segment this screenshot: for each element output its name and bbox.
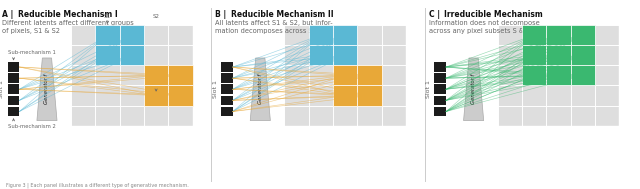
Bar — [221, 62, 233, 72]
Bar — [435, 73, 446, 83]
Bar — [221, 84, 233, 94]
Bar — [333, 25, 357, 45]
Text: Reducible Mechanism II: Reducible Mechanism II — [231, 10, 333, 19]
Bar — [357, 65, 381, 85]
Text: Sub-mechanism 1: Sub-mechanism 1 — [8, 50, 56, 54]
Text: Slot 1: Slot 1 — [0, 80, 4, 98]
Bar — [522, 65, 547, 85]
Bar — [95, 25, 120, 45]
Text: All latents affect S1 & S2, but infor-
mation decomposes across S1 & S2: All latents affect S1 & S2, but infor- m… — [215, 20, 335, 34]
Bar — [571, 65, 595, 85]
Text: C |: C | — [429, 10, 440, 19]
Bar — [8, 62, 19, 72]
Bar — [120, 25, 144, 45]
Text: B |: B | — [215, 10, 227, 19]
Text: Information does not decompose
across any pixel subsets S & S': Information does not decompose across an… — [429, 20, 540, 34]
Bar — [333, 85, 357, 106]
Bar — [308, 45, 333, 65]
Bar — [571, 25, 595, 45]
Bar — [435, 96, 446, 105]
Text: A |: A | — [2, 10, 13, 19]
Bar — [221, 107, 233, 116]
Text: Slot 1: Slot 1 — [426, 80, 431, 98]
Bar — [522, 45, 547, 65]
Bar — [120, 45, 144, 65]
Text: Generator f: Generator f — [44, 74, 49, 104]
Bar — [435, 62, 446, 72]
Polygon shape — [463, 58, 484, 121]
Bar — [333, 45, 357, 65]
Bar — [571, 45, 595, 65]
Bar — [144, 85, 168, 106]
Text: Slot 1: Slot 1 — [212, 80, 218, 98]
Bar — [8, 107, 19, 116]
Polygon shape — [250, 58, 270, 121]
Bar — [8, 73, 19, 83]
Bar — [221, 73, 233, 83]
Text: Generator f: Generator f — [258, 74, 263, 104]
Bar — [547, 25, 571, 45]
Bar — [95, 45, 120, 65]
Polygon shape — [37, 58, 57, 121]
Bar — [8, 84, 19, 94]
Bar — [547, 65, 571, 85]
Bar — [435, 84, 446, 94]
Text: S2: S2 — [152, 14, 159, 19]
Bar — [498, 25, 620, 126]
Text: Reducible Mechanism I: Reducible Mechanism I — [18, 10, 117, 19]
Bar — [8, 96, 19, 105]
Bar — [144, 65, 168, 85]
Bar — [547, 45, 571, 65]
Text: Irreducible Mechanism: Irreducible Mechanism — [444, 10, 543, 19]
Text: Sub-mechanism 2: Sub-mechanism 2 — [8, 124, 56, 129]
Bar — [168, 65, 193, 85]
Bar — [221, 96, 233, 105]
Text: Different latents affect different groups
of pixels, S1 & S2: Different latents affect different group… — [2, 20, 134, 34]
Bar — [71, 25, 193, 126]
Bar — [168, 85, 193, 106]
Bar — [522, 25, 547, 45]
Bar — [435, 107, 446, 116]
Bar — [357, 85, 381, 106]
Text: Generator f: Generator f — [471, 74, 476, 104]
Text: S1: S1 — [104, 14, 111, 19]
Bar — [333, 65, 357, 85]
Text: Figure 3 | Each panel illustrates a different type of generative mechanism.: Figure 3 | Each panel illustrates a diff… — [6, 183, 189, 188]
Bar — [308, 25, 333, 45]
Bar — [284, 25, 406, 126]
